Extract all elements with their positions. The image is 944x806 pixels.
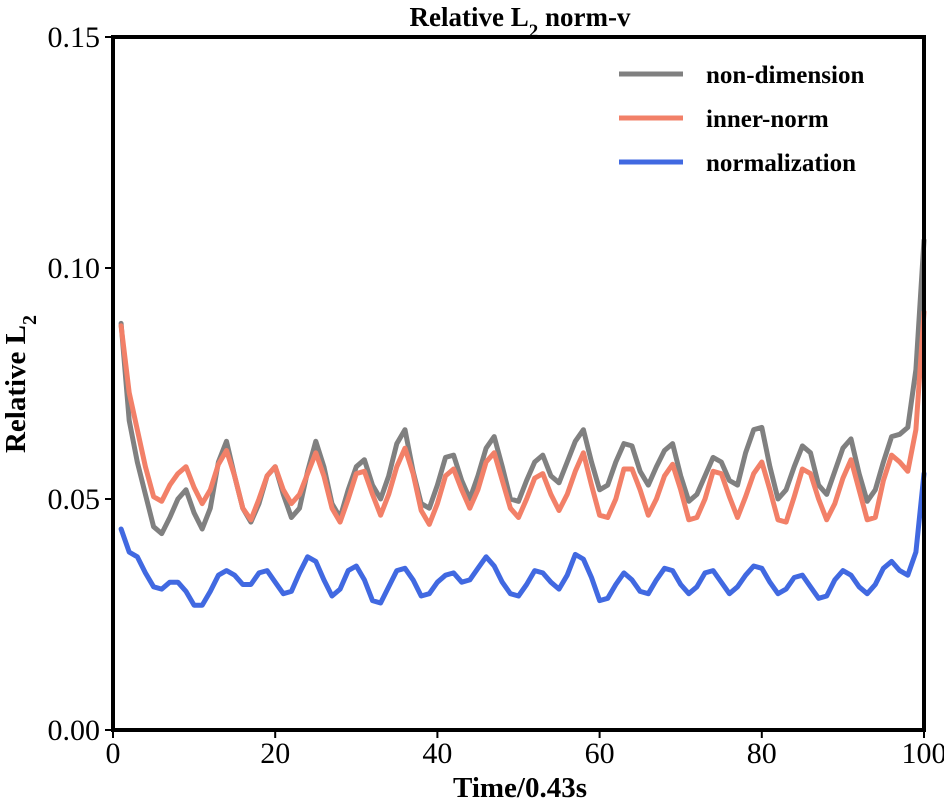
- x-tick-label: 60: [585, 737, 615, 770]
- legend-label-inner-norm: inner-norm: [706, 106, 829, 133]
- legend: non-dimension inner-norm normalization: [619, 62, 864, 177]
- x-axis-label: Time/0.43s: [453, 772, 587, 804]
- legend-label-non-dimension: non-dimension: [706, 62, 864, 89]
- y-axis-label: Relative L2: [0, 315, 41, 453]
- legend-label-normalization: normalization: [706, 150, 856, 177]
- y-tick-label: 0.10: [48, 252, 101, 285]
- series-layer: [118, 237, 927, 608]
- x-tick-label: 100: [902, 737, 944, 770]
- x-tick-label: 80: [747, 737, 777, 770]
- x-tick-label: 0: [106, 737, 121, 770]
- x-tick-label: 20: [260, 737, 290, 770]
- chart-title: Relative L2 norm-v: [410, 2, 631, 42]
- y-tick-label: 0.05: [48, 483, 101, 516]
- y-tick-label: 0.00: [48, 714, 101, 747]
- x-tick-label: 40: [422, 737, 452, 770]
- series-line-inner-norm: [118, 309, 927, 527]
- x-axis: 0 20 40 60 80 100: [106, 730, 944, 770]
- y-tick-label: 0.15: [48, 21, 101, 54]
- series-line-non-dimension: [118, 237, 927, 537]
- series-line-normalization: [118, 471, 927, 608]
- y-axis: 0.00 0.05 0.10 0.15: [48, 21, 113, 747]
- plot-area-frame: [111, 35, 926, 732]
